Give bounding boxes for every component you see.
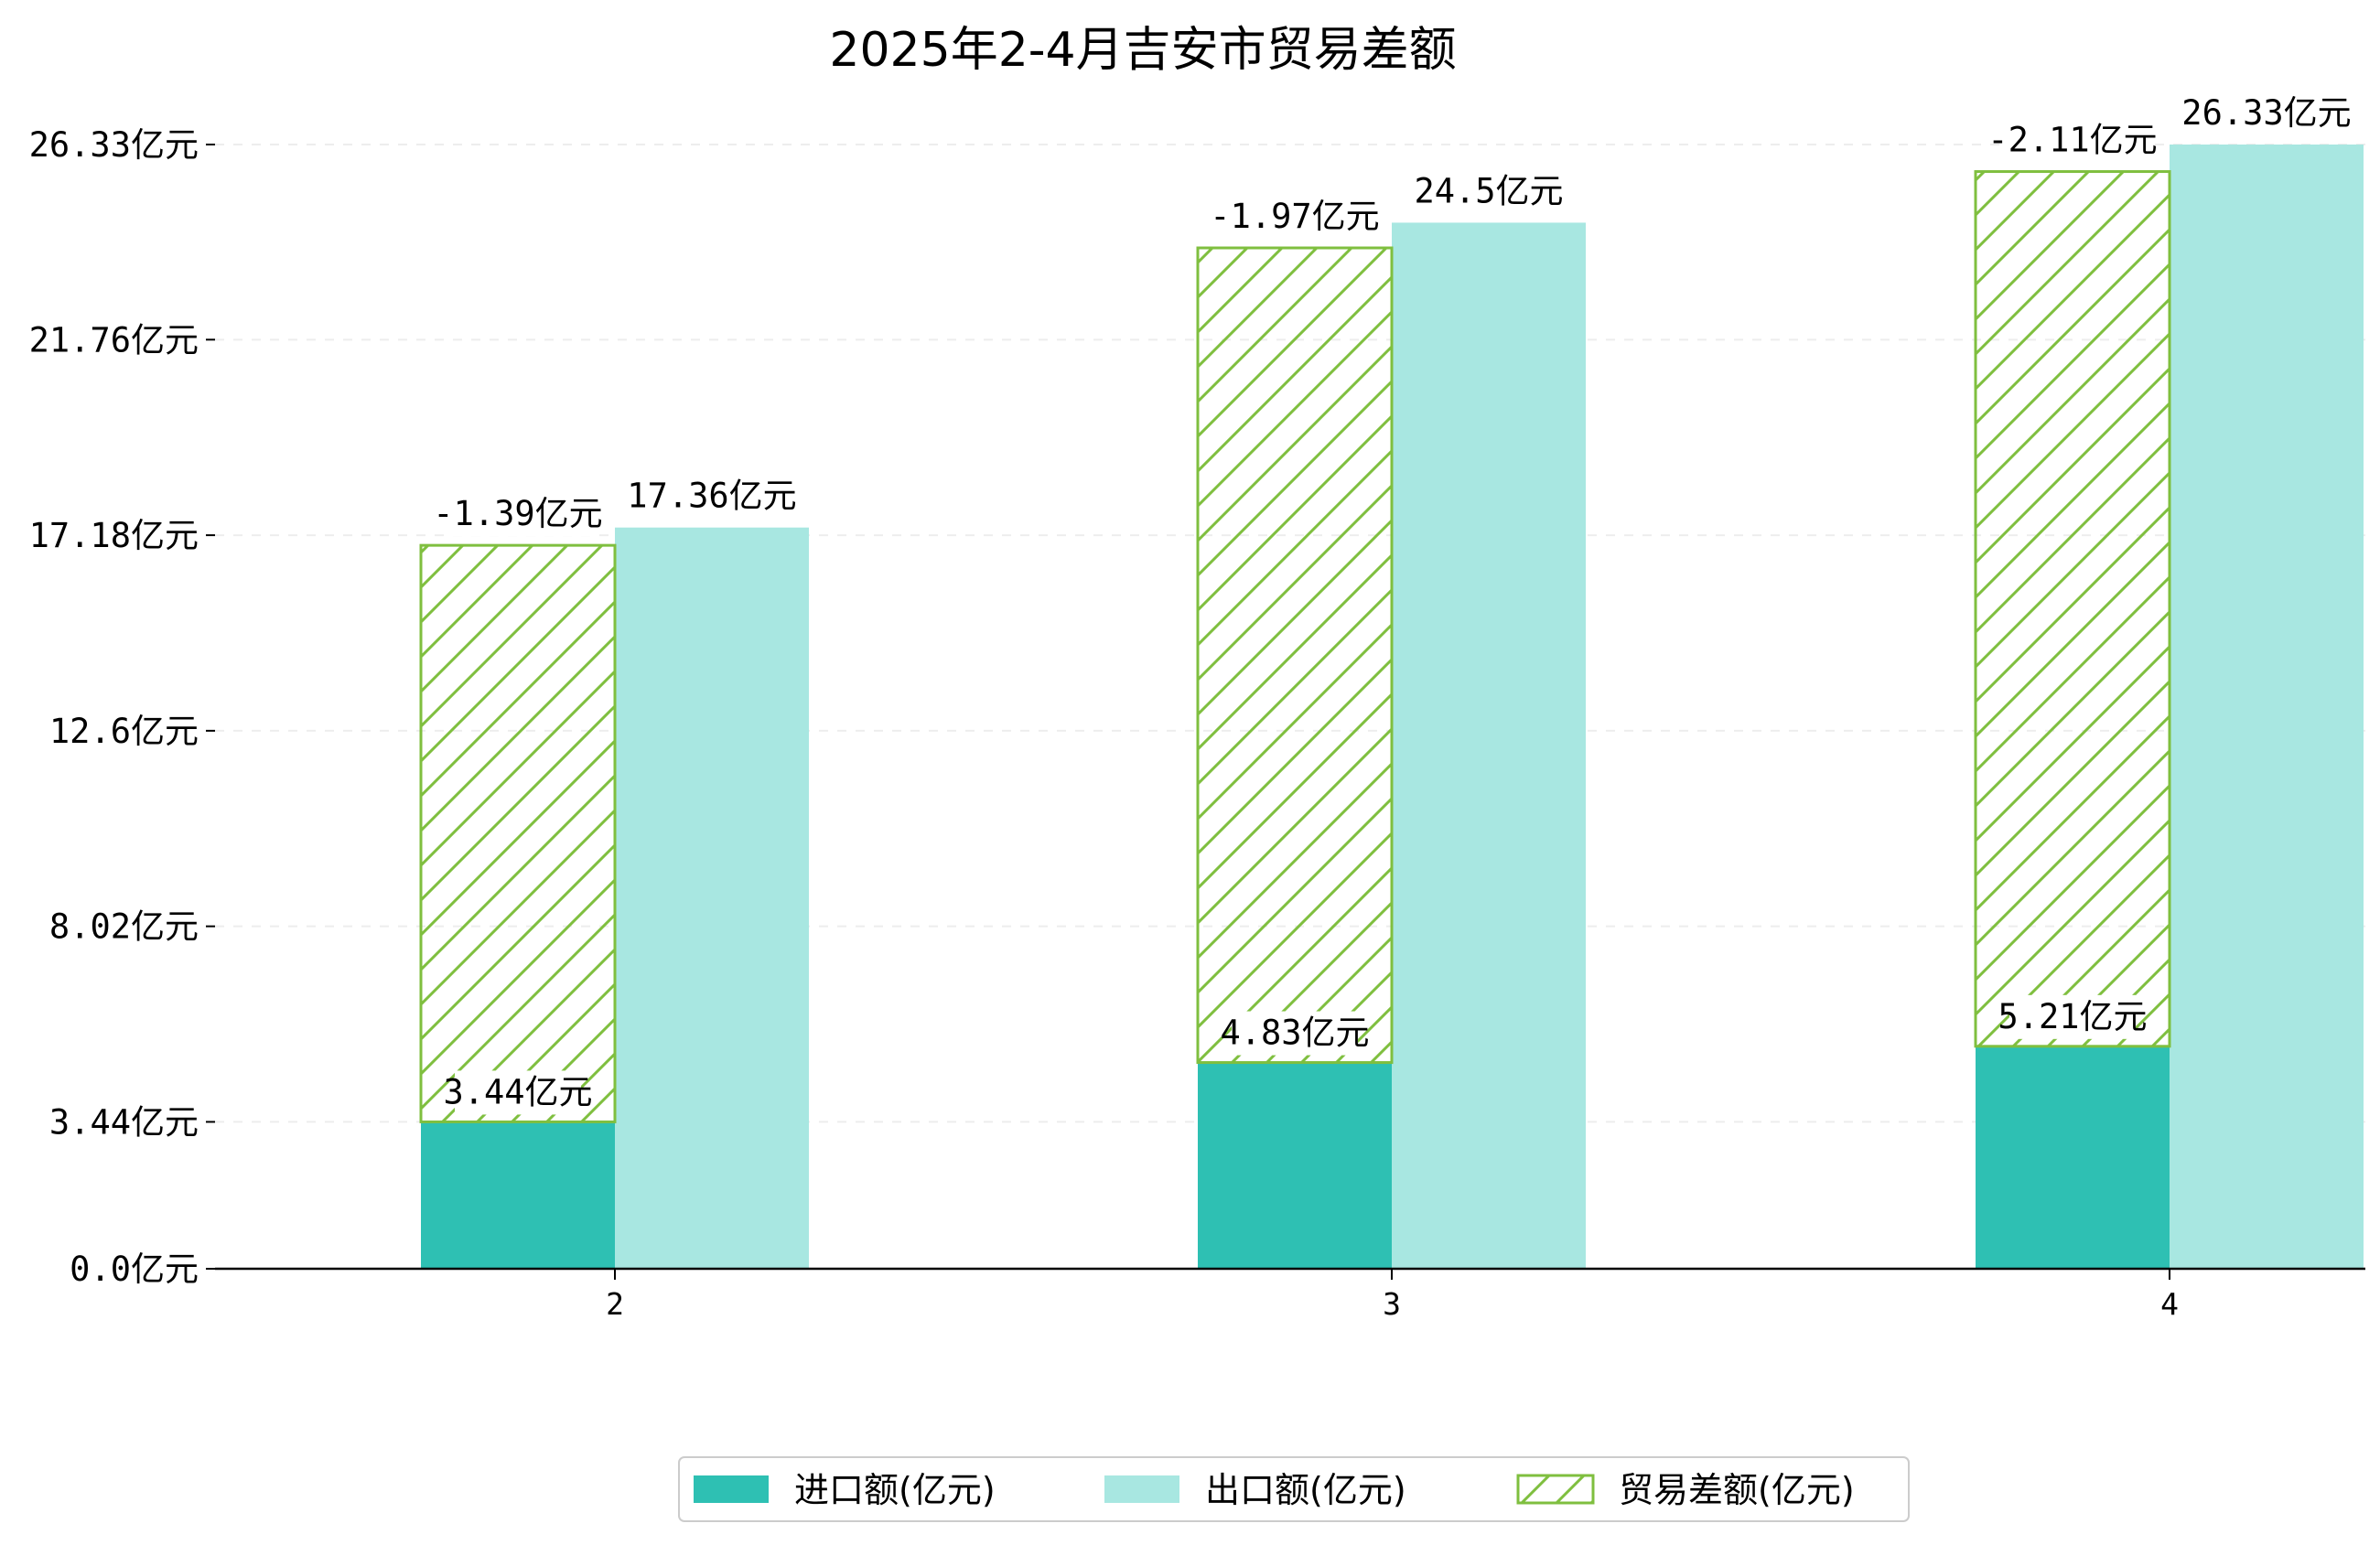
y-tick-label: 21.76亿元 <box>29 320 199 359</box>
x-tick-label: 4 <box>2160 1286 2179 1322</box>
legend-swatch <box>1104 1475 1179 1503</box>
import-value-label-bg <box>455 1070 581 1115</box>
export-bar <box>2170 145 2364 1269</box>
legend-swatch <box>694 1475 769 1503</box>
import-bar <box>1198 1062 1392 1269</box>
legend-swatch <box>1516 1474 1595 1505</box>
y-tick-label: 3.44亿元 <box>49 1102 199 1142</box>
x-tick-label: 3 <box>1383 1286 1401 1322</box>
export-value-label: 17.36亿元 <box>627 477 796 516</box>
export-value-label-bg <box>2193 91 2340 135</box>
trade-balance-bar <box>419 543 617 1123</box>
trade-balance-value-label: -2.11亿元 <box>1987 121 2157 160</box>
trade-balance-value-label-bg <box>445 492 591 537</box>
import-value-label-bg <box>1232 1011 1358 1056</box>
y-tick-label: 8.02亿元 <box>49 907 199 947</box>
legend-label: 贸易差额(亿元) <box>1619 1470 1855 1510</box>
chart-title: 2025年2-4月吉安市贸易差额 <box>829 23 1456 78</box>
import-bar <box>1976 1046 2170 1269</box>
export-bar <box>615 527 809 1269</box>
trade-balance-value-label: -1.97亿元 <box>1210 197 1379 236</box>
import-value-label: 5.21亿元 <box>1998 997 2147 1036</box>
import-value-label: 3.44亿元 <box>443 1072 592 1111</box>
y-tick-label: 17.18亿元 <box>29 516 199 555</box>
bars <box>419 145 2364 1269</box>
trade-balance-value-label: -1.39亿元 <box>433 494 602 533</box>
axes: 0.0亿元 3.44亿元 8.02亿元 12.6亿元 17.18亿元 21.76亿元 26.… <box>29 125 2365 1322</box>
export-value-label-bg <box>639 474 785 519</box>
y-tick-label: 26.33亿元 <box>29 125 199 165</box>
trade-balance-bar <box>1196 246 1394 1065</box>
export-value-label: 24.5亿元 <box>1414 171 1563 210</box>
legend-label: 进口额(亿元) <box>794 1470 996 1510</box>
y-tick-label: 0.0亿元 <box>70 1250 199 1289</box>
x-tick-label: 2 <box>606 1286 624 1322</box>
import-value-label-bg <box>2009 994 2136 1039</box>
export-bar <box>1392 222 1586 1269</box>
legend-box <box>678 1456 1910 1522</box>
legend: 进口额(亿元) 出口额(亿元) 贸易差额(亿元) <box>678 1456 1910 1522</box>
legend-label: 出口额(亿元) <box>1205 1470 1406 1510</box>
export-value-label-bg <box>1426 169 1552 214</box>
trade-balance-value-label-bg <box>1999 118 2146 163</box>
import-value-label: 4.83亿元 <box>1220 1014 1369 1053</box>
y-tick-label: 12.6亿元 <box>49 712 199 751</box>
trade-balance-bar <box>1974 170 2171 1048</box>
export-value-label: 26.33亿元 <box>2181 93 2351 133</box>
import-bar <box>421 1121 615 1269</box>
trade-balance-value-label-bg <box>1222 195 1368 240</box>
data-labels: 3.44亿元 17.36亿元 -1.39亿元 4.83亿元 24.5亿元 -1.97亿元 5… <box>433 91 2352 1115</box>
